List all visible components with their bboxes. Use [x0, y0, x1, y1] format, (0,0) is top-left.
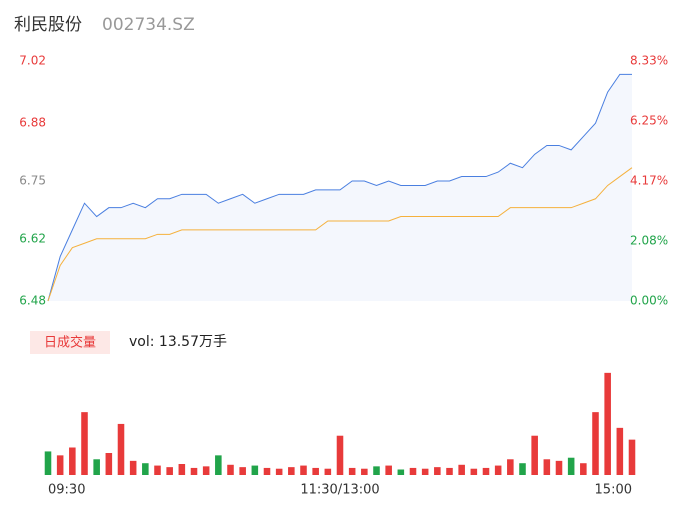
volume-bar — [93, 459, 100, 475]
volume-bar — [69, 447, 76, 475]
y-tick-label: 7.02 — [19, 54, 46, 68]
volume-bar — [507, 459, 514, 475]
volume-bar — [202, 466, 210, 475]
volume-bar — [519, 463, 526, 475]
y-tick-label: 6.48 — [19, 294, 46, 308]
volume-bar — [373, 466, 380, 475]
volume-bar — [142, 463, 149, 475]
volume-bar — [129, 460, 137, 475]
line-price — [47, 73, 632, 302]
x-tick-label: 09:30 — [48, 483, 85, 498]
volume-bar — [215, 455, 222, 475]
stock-code: 002734.SZ — [102, 15, 195, 35]
volume-bar — [300, 465, 307, 475]
x-tick-label: 15:00 — [595, 483, 632, 498]
volume-bar — [421, 468, 429, 475]
y2-tick-label: 0.00% — [630, 294, 668, 308]
y2-tick-label: 2.08% — [630, 234, 668, 248]
volume-bar — [616, 427, 624, 475]
volume-bar — [190, 467, 198, 475]
volume-bar — [580, 463, 587, 475]
y2-tick-label: 8.33% — [630, 54, 668, 68]
volume-label: vol: 13.57万手 — [129, 334, 227, 350]
stock-name: 利民股份 — [14, 15, 82, 35]
y-tick-label: 6.75 — [19, 174, 46, 188]
volume-bar — [227, 464, 234, 475]
line-average — [47, 167, 633, 302]
volume-bar — [275, 468, 283, 475]
volume-bar — [348, 467, 356, 475]
volume-bar — [494, 465, 502, 475]
volume-bar — [446, 467, 453, 475]
volume-bar — [567, 457, 575, 475]
volume-bar — [324, 468, 332, 475]
volume-bar — [409, 467, 417, 475]
y-tick-label: 6.88 — [19, 116, 46, 130]
volume-bar — [592, 412, 599, 475]
volume-bar — [531, 435, 538, 475]
volume-bar — [239, 467, 246, 475]
volume-bar — [482, 467, 490, 475]
volume-bar — [470, 468, 478, 475]
volume-bar — [251, 465, 259, 475]
volume-bar — [105, 453, 113, 475]
volume-bar — [166, 467, 173, 475]
volume-bar — [336, 435, 344, 475]
x-tick-label: 11:30/13:00 — [300, 483, 379, 498]
volume-bar — [385, 465, 392, 475]
volume-bar — [117, 423, 125, 475]
volume-bar — [81, 412, 88, 475]
price-area — [48, 74, 632, 301]
volume-bar — [178, 464, 186, 475]
volume-bar — [56, 455, 64, 475]
y2-tick-label: 4.17% — [630, 173, 668, 187]
volume-bar — [312, 467, 319, 475]
volume-bar — [604, 372, 611, 475]
volume-bar — [555, 460, 563, 475]
volume-bar — [263, 467, 271, 475]
volume-bar — [628, 439, 636, 475]
badge: 日成交量 — [44, 335, 96, 351]
volume-bar — [543, 459, 551, 475]
y-tick-label: 6.62 — [19, 231, 46, 245]
volume-bar — [288, 467, 295, 475]
volume-bar — [44, 451, 52, 475]
badge-bg — [30, 331, 110, 354]
volume-bar — [154, 465, 161, 475]
y2-tick-label: 6.25% — [630, 113, 668, 127]
volume-bar — [434, 467, 441, 475]
volume-bar — [397, 469, 405, 475]
volume-bar — [458, 464, 465, 475]
volume-bar — [361, 468, 368, 475]
